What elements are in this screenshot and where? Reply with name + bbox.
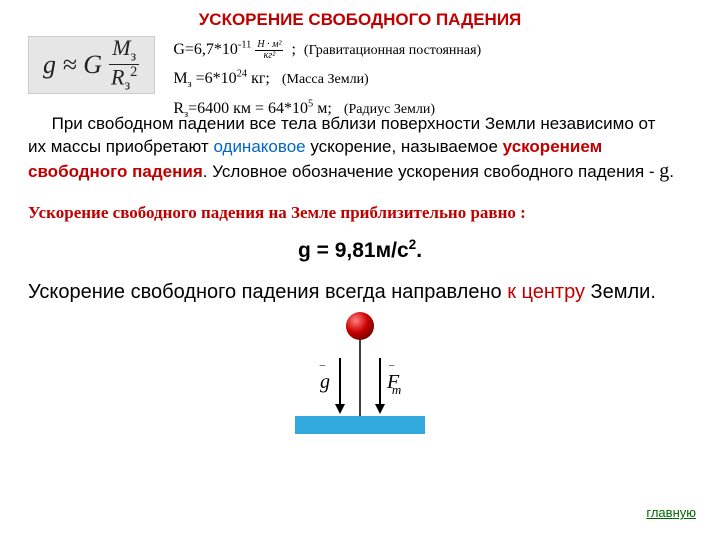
m-rest: кг; bbox=[247, 70, 270, 87]
p1d: . Условное обозначение ускорения свободн… bbox=[203, 162, 660, 181]
dir-red: к центру bbox=[507, 281, 585, 303]
m-prefix: М bbox=[173, 70, 187, 87]
f-arrowhead-icon bbox=[375, 404, 385, 414]
home-link[interactable]: главную bbox=[646, 505, 696, 520]
frac-den: R bbox=[111, 64, 124, 89]
formula-lhs: g ≈ G bbox=[43, 50, 102, 80]
frac-num: M bbox=[112, 35, 130, 60]
formula-fraction: Mз Rз2 bbox=[108, 37, 140, 93]
g-exp: -11 bbox=[238, 40, 251, 51]
m-note: (Масса Земли) bbox=[282, 72, 369, 87]
frac-num-sub: з bbox=[131, 49, 137, 65]
dir-a: Ускорение свободного падения всегда напр… bbox=[28, 281, 507, 303]
g-arrowhead-icon bbox=[335, 404, 345, 414]
g-prefix: G=6,7*10 bbox=[173, 41, 238, 58]
g-symbol: g bbox=[659, 160, 669, 182]
direction-line: Ускорение свободного падения всегда напр… bbox=[28, 281, 692, 304]
frac-den-sup: 2 bbox=[130, 64, 137, 80]
p1b: их массы приобретают bbox=[28, 137, 213, 156]
r-note: (Радиус Земли) bbox=[344, 102, 435, 117]
r-prefix: R bbox=[173, 100, 184, 117]
page-title: УСКОРЕНИЕ СВОБОДНОГО ПАДЕНИЯ bbox=[28, 10, 692, 30]
r-mid: =6400 км = 64*10 bbox=[188, 100, 308, 117]
constants-block: G=6,7*10-11 Н · м² кг² ; (Гравитационная… bbox=[173, 36, 481, 125]
gval-a: g = 9,81м/с bbox=[298, 239, 409, 262]
dir-b: Земли. bbox=[585, 281, 656, 303]
m-exp: 24 bbox=[237, 68, 247, 79]
const-g: G=6,7*10-11 Н · м² кг² ; (Гравитационная… bbox=[173, 36, 481, 65]
const-m: Мз =6*1024 кг; (Масса Земли) bbox=[173, 65, 481, 95]
vector-diagram: g‾ F‾т bbox=[28, 308, 692, 443]
p1c: ускорение, называемое bbox=[306, 137, 503, 156]
g-unit-den: кг² bbox=[262, 51, 278, 61]
f-label: F‾т bbox=[386, 364, 401, 397]
g-note: (Гравитационная постоянная) bbox=[304, 43, 481, 58]
word-identical: одинаковое bbox=[213, 137, 305, 156]
p1e: . bbox=[669, 162, 674, 181]
g-label: g‾ bbox=[319, 364, 330, 393]
r-rest: м; bbox=[313, 100, 332, 117]
main-formula: g ≈ G Mз Rз2 bbox=[28, 36, 155, 94]
top-row: g ≈ G Mз Rз2 G=6,7*10-11 Н · м² кг² ; (Г… bbox=[28, 36, 692, 125]
const-r: Rз=6400 км = 64*105 м; (Радиус Земли) bbox=[173, 95, 481, 125]
emphasis-line: Ускорение свободного падения на Земле пр… bbox=[28, 203, 692, 223]
m-mid: =6*10 bbox=[192, 70, 237, 87]
ball-icon bbox=[346, 312, 374, 340]
ground-rect bbox=[295, 416, 425, 434]
g-unit-frac: Н · м² кг² bbox=[255, 40, 283, 61]
g-value-line: g = 9,81м/с2. bbox=[28, 237, 692, 263]
diagram-svg: g‾ F‾т bbox=[285, 308, 435, 438]
gval-b: . bbox=[416, 239, 422, 262]
